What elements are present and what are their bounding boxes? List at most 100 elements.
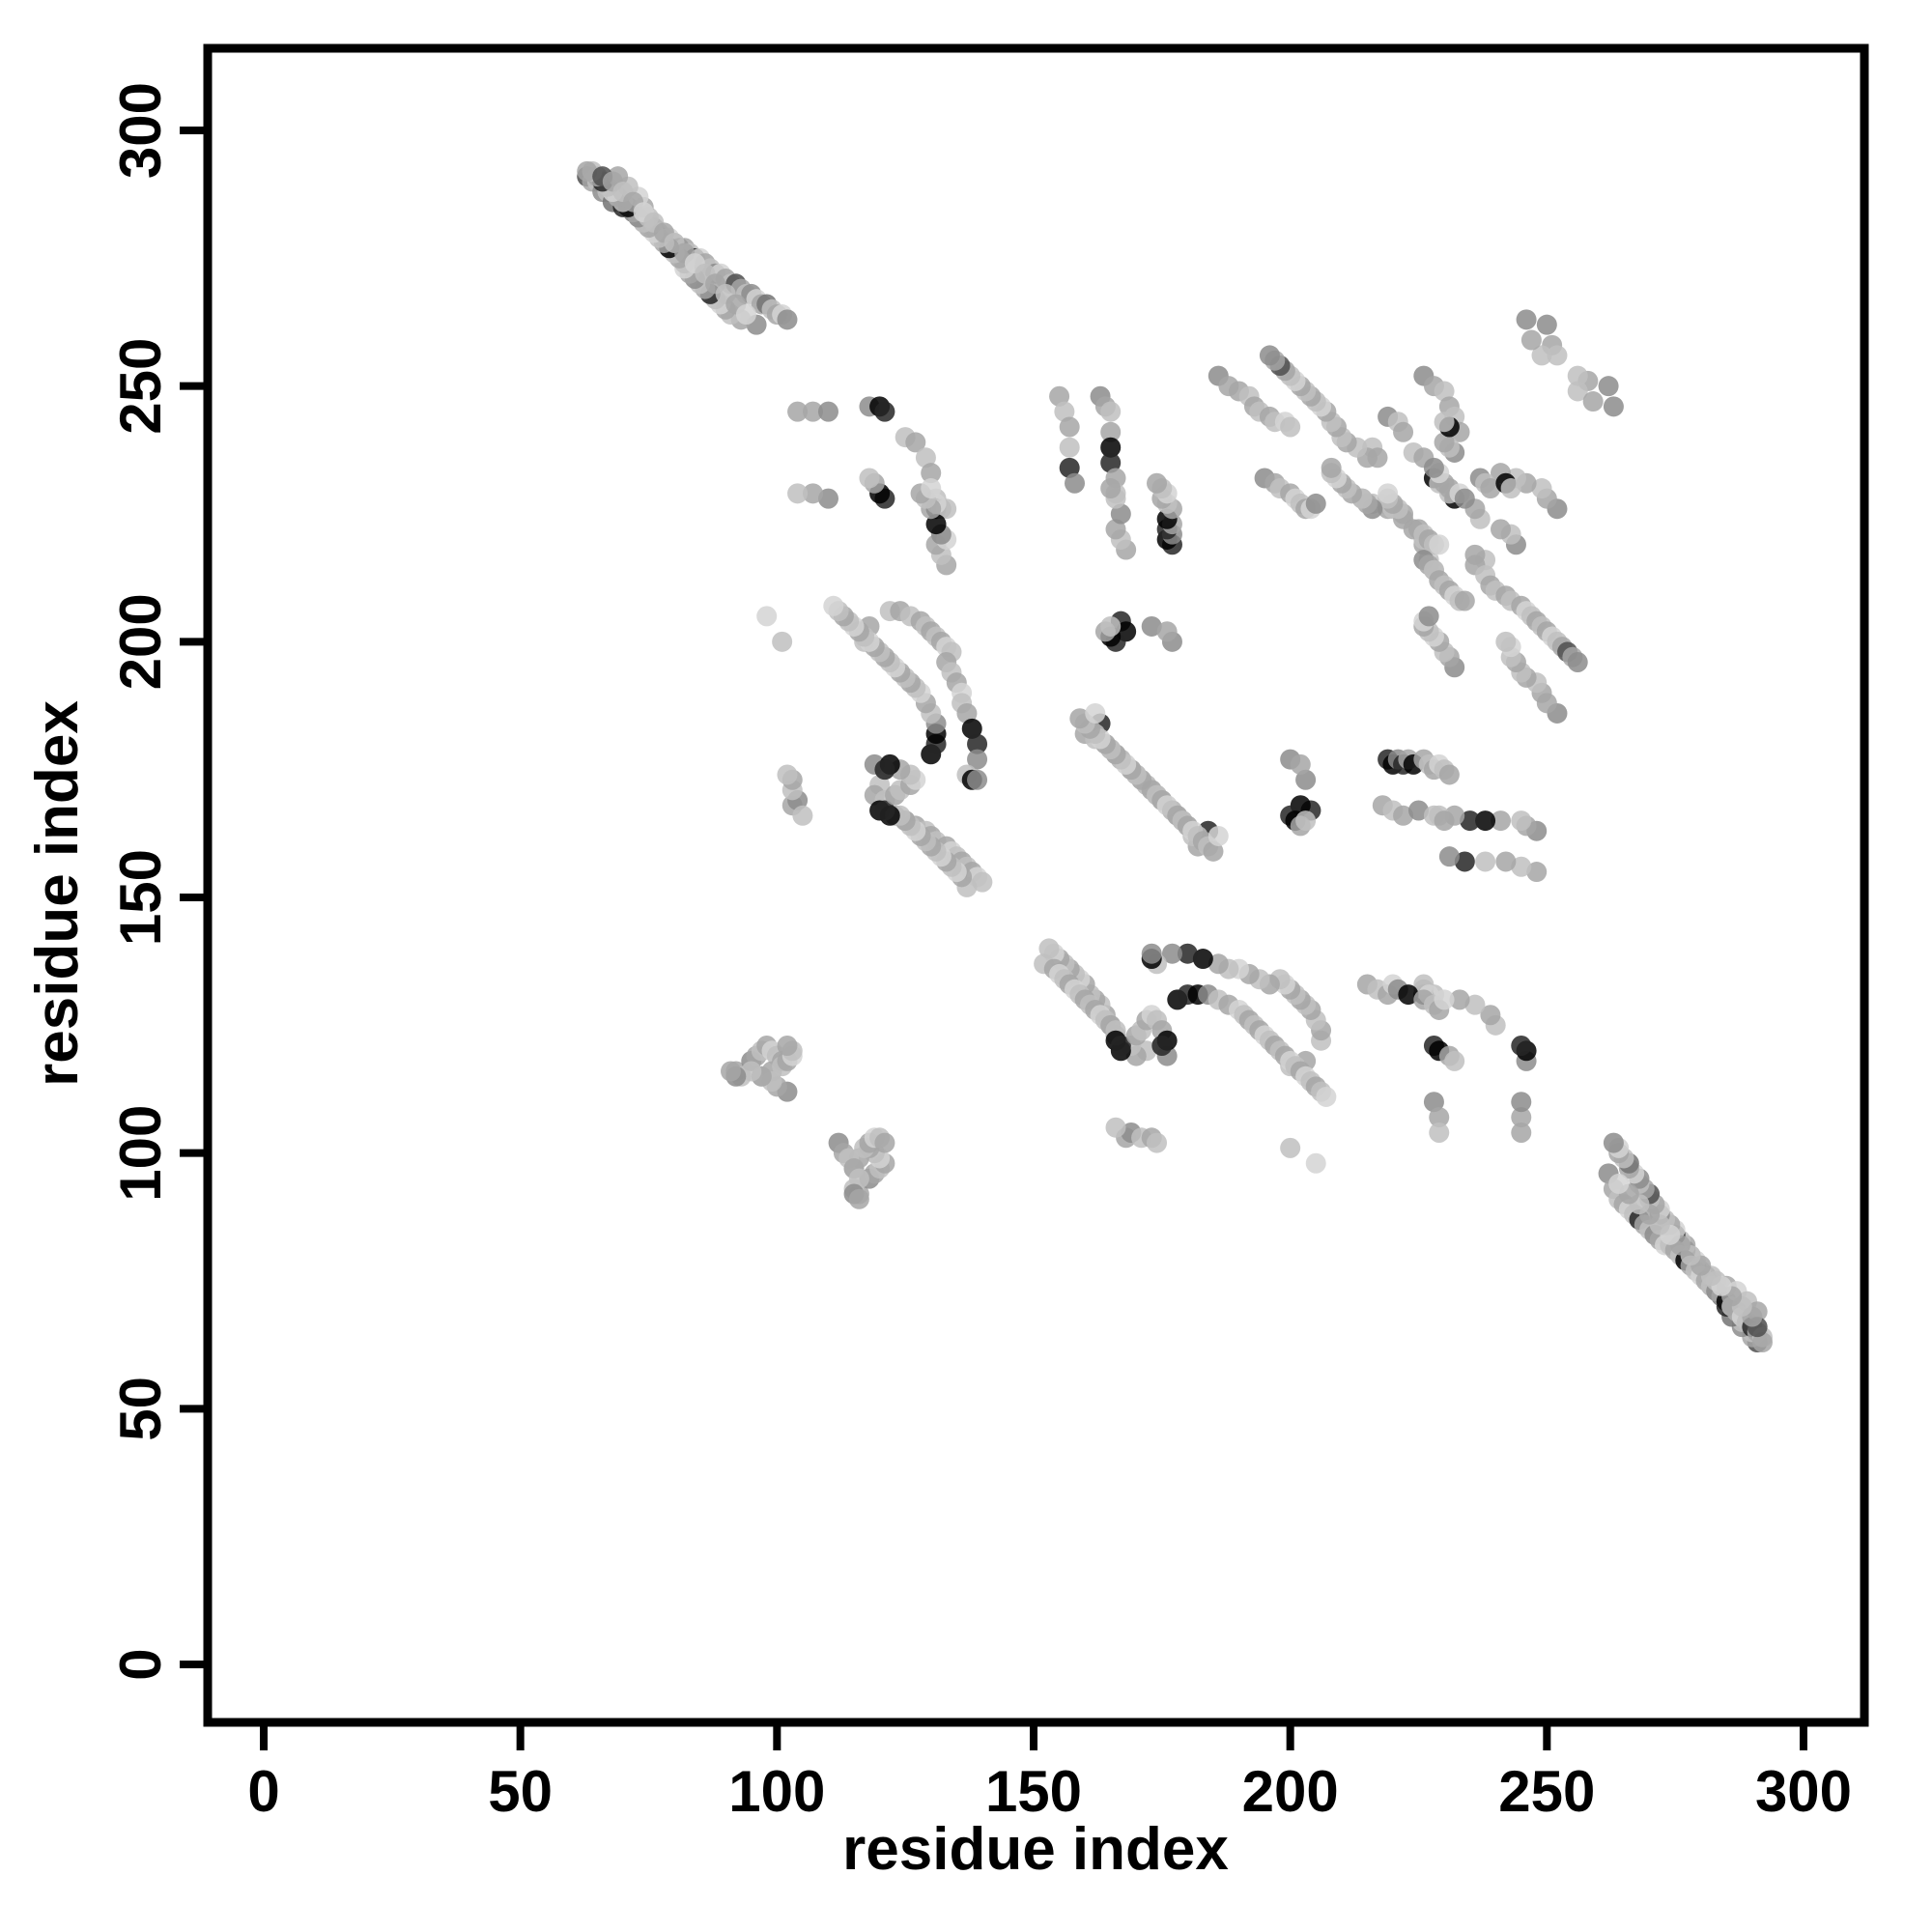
data-point-mirror bbox=[925, 514, 947, 535]
data-point bbox=[1547, 345, 1568, 366]
data-point-mirror bbox=[1511, 856, 1532, 877]
y-tick-label: 100 bbox=[108, 1105, 173, 1202]
data-point-mirror bbox=[1567, 365, 1588, 386]
data-point bbox=[1105, 1117, 1126, 1138]
data-point-mirror bbox=[1480, 1005, 1501, 1026]
data-point-mirror bbox=[1434, 412, 1455, 433]
data-point bbox=[1059, 416, 1080, 438]
data-point-mirror bbox=[721, 1061, 742, 1082]
data-point bbox=[1500, 478, 1521, 499]
data-point bbox=[1305, 493, 1326, 514]
data-point bbox=[1290, 753, 1311, 775]
data-point-mirror bbox=[1598, 376, 1619, 397]
data-point-mirror bbox=[1438, 846, 1460, 867]
data-point-mirror bbox=[859, 468, 880, 489]
data-point bbox=[905, 432, 926, 453]
data-point bbox=[1049, 385, 1070, 407]
y-tick-label: 200 bbox=[108, 593, 173, 690]
y-tick-label: 300 bbox=[108, 82, 173, 179]
data-point bbox=[1100, 452, 1122, 473]
data-points-layer bbox=[577, 160, 1773, 1353]
data-point-mirror bbox=[1475, 810, 1496, 832]
data-point-mirror bbox=[1295, 769, 1317, 790]
data-point-mirror bbox=[1110, 503, 1131, 525]
data-point bbox=[1567, 381, 1588, 402]
x-tick-label: 200 bbox=[1242, 1759, 1339, 1824]
data-point bbox=[1408, 800, 1429, 821]
data-point bbox=[1429, 1107, 1450, 1128]
data-point-mirror bbox=[772, 631, 793, 652]
data-point bbox=[787, 401, 809, 422]
data-point bbox=[1423, 1092, 1444, 1113]
data-point bbox=[1100, 421, 1122, 442]
data-point bbox=[848, 1168, 869, 1189]
data-point-mirror bbox=[1603, 1132, 1624, 1153]
y-tick-label: 0 bbox=[108, 1648, 173, 1680]
data-point bbox=[1110, 1036, 1131, 1057]
y-tick-label: 250 bbox=[108, 338, 173, 435]
data-point-mirror bbox=[874, 800, 895, 821]
data-point-mirror bbox=[777, 1036, 798, 1057]
data-point-mirror bbox=[921, 478, 942, 499]
data-point-mirror bbox=[1495, 631, 1517, 652]
data-point bbox=[1444, 1050, 1465, 1071]
data-point bbox=[803, 401, 824, 422]
data-point bbox=[1280, 1137, 1301, 1158]
data-point-mirror bbox=[787, 483, 809, 504]
data-point bbox=[1429, 1122, 1450, 1143]
data-point-mirror bbox=[1511, 810, 1532, 832]
data-point-mirror bbox=[1100, 615, 1122, 637]
data-point bbox=[1454, 488, 1475, 509]
y-axis-title: residue index bbox=[24, 700, 91, 1087]
data-point-mirror bbox=[577, 160, 598, 182]
data-point-mirror bbox=[1454, 851, 1475, 872]
data-point bbox=[1480, 478, 1501, 499]
data-point-mirror bbox=[1321, 457, 1342, 478]
data-point bbox=[874, 1132, 895, 1153]
x-tick-label: 300 bbox=[1755, 1759, 1852, 1824]
x-axis-ticks: 0 50 100 150 200 250 300 bbox=[247, 1722, 1852, 1824]
data-point bbox=[1582, 391, 1604, 412]
data-point bbox=[1434, 381, 1455, 402]
data-point bbox=[1147, 1132, 1168, 1153]
data-point-mirror bbox=[741, 1061, 762, 1082]
data-point-mirror bbox=[1475, 851, 1496, 872]
data-point-mirror bbox=[1259, 345, 1280, 366]
data-point-mirror bbox=[874, 759, 895, 781]
data-point bbox=[1393, 805, 1414, 826]
data-point bbox=[967, 749, 988, 770]
data-point-mirror bbox=[1526, 862, 1548, 883]
data-point-mirror bbox=[1105, 519, 1126, 540]
data-point-mirror bbox=[1491, 519, 1512, 540]
data-point bbox=[956, 702, 978, 724]
data-point bbox=[967, 733, 988, 754]
data-point bbox=[1100, 437, 1122, 458]
x-tick-label: 150 bbox=[985, 1759, 1082, 1824]
data-point bbox=[961, 718, 982, 739]
data-point-mirror bbox=[803, 483, 824, 504]
data-point-mirror bbox=[817, 488, 838, 509]
data-point-mirror bbox=[777, 764, 798, 785]
data-point bbox=[1316, 1086, 1337, 1107]
data-point-mirror bbox=[1208, 953, 1229, 975]
data-point-mirror bbox=[1177, 943, 1198, 964]
data-point bbox=[1305, 1152, 1326, 1174]
data-point-mirror bbox=[1520, 329, 1542, 351]
data-point-mirror bbox=[1511, 1107, 1532, 1128]
data-point bbox=[1434, 989, 1455, 1010]
data-point-mirror bbox=[1531, 345, 1552, 366]
data-point bbox=[1608, 1173, 1630, 1194]
data-point bbox=[1429, 534, 1450, 555]
data-point bbox=[1438, 764, 1460, 785]
data-point bbox=[1603, 396, 1624, 417]
x-axis-title: residue index bbox=[842, 1816, 1229, 1883]
data-point bbox=[1059, 437, 1080, 458]
data-point-mirror bbox=[735, 304, 756, 326]
data-point-mirror bbox=[1192, 949, 1213, 970]
data-point-mirror bbox=[1531, 478, 1552, 499]
data-point-mirror bbox=[1511, 1036, 1532, 1057]
data-point-mirror bbox=[1100, 478, 1122, 499]
data-point-mirror bbox=[1511, 1092, 1532, 1113]
